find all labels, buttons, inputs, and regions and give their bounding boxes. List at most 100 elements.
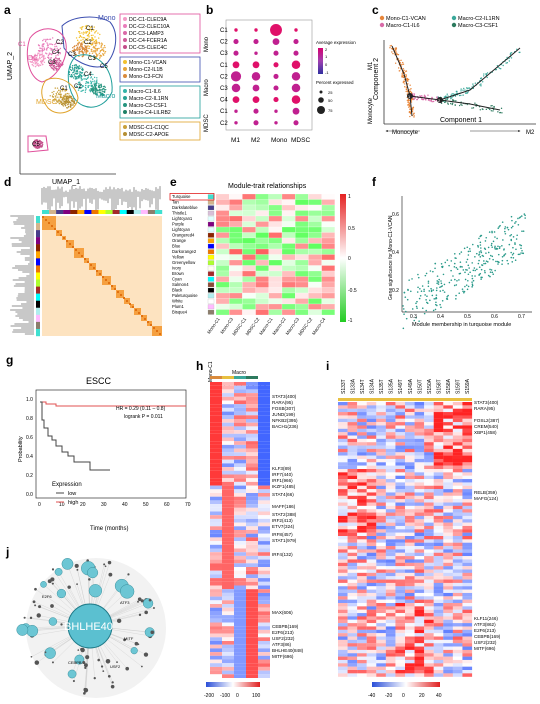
h-cell: [246, 463, 258, 468]
scatter-point: [467, 254, 470, 256]
scatter-point: [415, 302, 417, 305]
network-node: [76, 583, 78, 586]
h-cell: [222, 670, 234, 675]
i-cell: [338, 549, 348, 553]
i-cell: [347, 633, 358, 637]
i-cell: [414, 556, 425, 560]
i-cell: [443, 412, 453, 416]
i-cell: [462, 592, 473, 597]
i-cell: [433, 469, 444, 473]
umap-point: [81, 86, 84, 88]
h-cell: [222, 478, 234, 482]
umap-point: [58, 58, 60, 61]
umap-point: [66, 107, 69, 109]
i-cell: [443, 445, 453, 449]
i-gene-label: RARA(95): [474, 406, 495, 411]
traj-point: [390, 44, 393, 47]
i-cell: [452, 576, 463, 580]
i-cell: [414, 562, 425, 567]
module-trait-cell: [242, 292, 256, 299]
traj-point: [413, 94, 415, 97]
i-cell: [405, 525, 415, 530]
i-cell: [366, 448, 377, 453]
i-cell: [347, 462, 358, 466]
scatter-point: [511, 219, 513, 222]
h-cell: [258, 655, 270, 660]
i-cell: [376, 569, 386, 573]
cluster-label: C3: [88, 56, 96, 62]
umap-point: [53, 61, 55, 64]
i-cell: [347, 536, 358, 540]
dot: [292, 107, 300, 115]
f-xtick: 0.4: [437, 314, 444, 320]
scatter-point: [429, 270, 432, 272]
scatter-point: [510, 238, 513, 241]
scatter-point: [489, 254, 492, 257]
i-cell: [338, 663, 348, 667]
umap-point: [78, 31, 81, 33]
i-cell: [395, 489, 406, 493]
i-cell: [443, 546, 453, 550]
legend-label: DC-C3-LAMP3: [129, 31, 164, 37]
i-cell: [385, 418, 396, 423]
umap-point: [85, 50, 87, 52]
h-cell: [210, 507, 222, 512]
h-cell: [258, 459, 270, 464]
traj-point: [463, 87, 465, 90]
i-cell: [347, 639, 358, 644]
h-cell: [234, 567, 246, 571]
umap-point: [78, 81, 81, 84]
h-cell: [258, 489, 270, 493]
i-cell: [452, 629, 463, 634]
i-cell: [452, 639, 463, 644]
h-gene-label: CEBPB(169): [272, 624, 299, 629]
i-cell: [357, 670, 367, 674]
umap-point: [36, 145, 39, 148]
i-cell: [338, 643, 348, 647]
h-cell: [246, 559, 258, 564]
i-cell: [376, 562, 386, 567]
h-cell: [234, 604, 246, 608]
umap-point: [34, 142, 37, 144]
h-cell: [222, 518, 234, 523]
umap-point: [55, 52, 57, 54]
i-cell: [347, 432, 358, 436]
i-cell: [366, 643, 377, 647]
i-cell: [395, 418, 406, 423]
scatter-point: [440, 280, 442, 282]
umap-point: [93, 80, 96, 82]
scatter-point: [434, 308, 437, 311]
h-cell: [258, 544, 270, 549]
dot: [233, 50, 239, 56]
i-cell: [452, 529, 463, 533]
i-cell: [452, 472, 463, 476]
tom-diag: [105, 279, 107, 281]
umap-point: [41, 46, 44, 48]
i-cell: [338, 666, 348, 671]
i-cell: [366, 569, 377, 573]
i-cell: [338, 616, 348, 620]
i-cell: [462, 519, 473, 523]
module-trait-cell: [215, 215, 230, 222]
umap-point: [75, 53, 77, 56]
module-trait-cell: [321, 259, 335, 266]
i-cell: [424, 469, 434, 473]
umap-point: [88, 52, 91, 55]
i-cell: [443, 475, 453, 480]
module-trait-cell: [308, 193, 322, 200]
i-cell: [452, 539, 463, 543]
traj-point: [409, 112, 412, 115]
i-cell: [405, 646, 415, 650]
dot-row-label: C2: [220, 40, 228, 46]
i-cell: [424, 666, 434, 671]
i-cell: [462, 458, 473, 463]
umap-point: [51, 91, 53, 94]
h-cell: [222, 541, 234, 545]
i-cell: [452, 435, 463, 439]
module-trait-cell: [321, 254, 335, 261]
traj-point: [394, 48, 396, 51]
network-node: [150, 630, 155, 635]
traj-point: [400, 59, 402, 62]
i-cell: [338, 659, 348, 664]
h-cell: [222, 633, 234, 638]
